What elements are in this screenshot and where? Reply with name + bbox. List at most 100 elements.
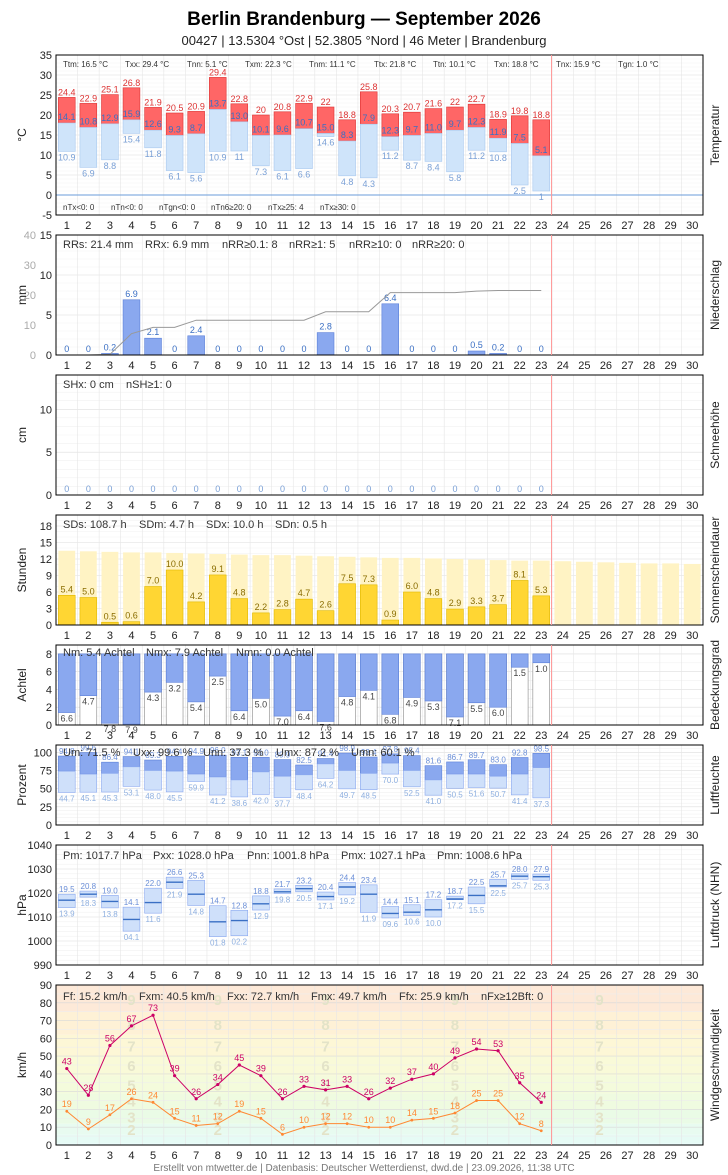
x-tick-label: 16 <box>384 630 396 642</box>
x-tick-label: 26 <box>600 730 612 742</box>
rain-label: 0 <box>86 344 91 354</box>
x-tick-label: 2 <box>85 630 91 642</box>
wind-mean-label: 25 <box>472 1089 482 1099</box>
cloud-label: 5.3 <box>427 702 440 712</box>
cloud-label: 6.4 <box>298 712 311 722</box>
daylength-bar <box>683 563 701 625</box>
x-tick-label: 29 <box>665 630 677 642</box>
x-tick-label: 11 <box>277 970 288 982</box>
pressure-max-label: 18.7 <box>447 887 463 896</box>
tavg-label: 9.7 <box>406 124 419 134</box>
rain-label: 0.2 <box>492 342 505 352</box>
rain-label: 2.4 <box>190 325 203 335</box>
x-tick-label: 24 <box>557 500 569 512</box>
tmin-label: 10.9 <box>58 152 76 162</box>
stat-label: RRs: 21.4 mm <box>63 239 133 251</box>
humidity-max-label: 86.4 <box>102 753 118 762</box>
daylength-bar <box>446 559 464 625</box>
tmin-bar <box>489 137 507 153</box>
tmin-bar <box>446 129 464 173</box>
x-tick-label: 6 <box>172 630 178 642</box>
x-tick-label: 11 <box>277 360 288 372</box>
x-tick-label: 15 <box>363 970 375 982</box>
x-tick-label: 5 <box>150 630 156 642</box>
tmin-label: 1 <box>539 192 544 202</box>
rain-label: 2.1 <box>147 327 160 337</box>
cloud-bar <box>446 653 464 718</box>
plot-border <box>55 984 704 1146</box>
tmin-bar <box>532 155 550 192</box>
x-tick-label: 14 <box>341 220 353 232</box>
x-tick-label: 14 <box>341 360 353 372</box>
pressure-bar <box>144 887 162 914</box>
plot-border <box>55 234 704 356</box>
x-tick-label: 23 <box>535 500 547 512</box>
rain-label: 2.8 <box>319 322 332 332</box>
beaufort-label: 5 <box>595 1078 603 1095</box>
wind-gust-label: 34 <box>213 1073 223 1083</box>
tmax-label: 25.1 <box>101 85 119 95</box>
y-axis-title: hPa <box>15 894 29 916</box>
pressure-min-label: 18.3 <box>81 899 97 908</box>
tmax-label: 20.9 <box>187 101 205 111</box>
humidity-lower-bar <box>316 763 335 779</box>
x-tick-label: 24 <box>557 730 569 742</box>
x-tick-label: 22 <box>514 360 526 372</box>
x-tick-label: 3 <box>107 630 113 642</box>
pressure-max-label: 24.4 <box>339 873 355 882</box>
humidity-min-label: 52.5 <box>404 789 420 798</box>
snow-label: 0 <box>409 484 414 494</box>
wind-mean-point <box>410 1118 414 1122</box>
x-tick-label: 25 <box>578 1150 590 1162</box>
beaufort-label: 2 <box>595 1122 603 1139</box>
tavg-label: 9.7 <box>449 119 462 129</box>
x-tick-label: 9 <box>236 1150 242 1162</box>
humidity-max-label: 81.6 <box>426 757 442 766</box>
wind-gust-label: 53 <box>493 1039 503 1049</box>
cloud-bar <box>187 653 205 703</box>
x-tick-label: 22 <box>514 970 526 982</box>
x-tick-label: 27 <box>621 360 633 372</box>
rain-label: 0 <box>64 344 69 354</box>
wind-mean-label: 10 <box>364 1115 374 1125</box>
sunshine-panel: 5.4 5.0 0.5 0.6 7.0 10.0 4.2 9.1 4.8 2.2 2.8 4.7 2.6… <box>15 514 722 642</box>
tmin-bar <box>165 135 184 171</box>
x-tick-label: 4 <box>128 1150 134 1162</box>
y-tick-label: 0 <box>46 720 52 732</box>
beaufort-label: 4 <box>595 1094 604 1111</box>
x-tick-label: 15 <box>363 730 375 742</box>
wind-gust-label: 35 <box>515 1071 525 1081</box>
x-tick-label: 5 <box>150 830 156 842</box>
x-tick-label: 19 <box>449 970 461 982</box>
x-tick-label: 10 <box>255 500 267 512</box>
x-tick-label: 2 <box>85 830 91 842</box>
beaufort-label: 6 <box>321 1058 329 1075</box>
humidity-max-label: 83.0 <box>490 756 506 765</box>
wind-mean-label: 14 <box>407 1108 417 1118</box>
wind-mean-point <box>475 1099 478 1102</box>
rain-bar <box>467 350 486 356</box>
stat-label: Txx: 29.4 °C <box>125 60 169 69</box>
humidity-min-label: 64.2 <box>318 780 334 789</box>
panel-title: Luftdruck (NHN) <box>708 862 722 949</box>
pressure-min-label: 04.1 <box>124 933 140 942</box>
x-tick-label: 22 <box>514 1150 526 1162</box>
x-tick-label: 23 <box>535 360 547 372</box>
y-tick-label: 6 <box>46 587 52 599</box>
tmax-label: 22.9 <box>80 93 98 103</box>
x-tick-label: 16 <box>384 1150 396 1162</box>
snow-label: 0 <box>323 484 328 494</box>
x-tick-label: 14 <box>341 830 353 842</box>
beaufort-label: 8 <box>595 1017 603 1034</box>
x-tick-label: 26 <box>600 220 612 232</box>
wind-mean-label: 15 <box>256 1106 266 1116</box>
x-tick-label: 9 <box>236 500 242 512</box>
beaufort-label: 8 <box>321 1017 329 1034</box>
wind-gust-point <box>302 1084 306 1088</box>
pressure-bar <box>58 893 76 908</box>
humidity-upper-bar <box>273 759 292 777</box>
x-tick-label: 8 <box>215 630 221 642</box>
humidity-upper-bar <box>467 759 486 775</box>
rain-label: 0 <box>345 344 350 354</box>
